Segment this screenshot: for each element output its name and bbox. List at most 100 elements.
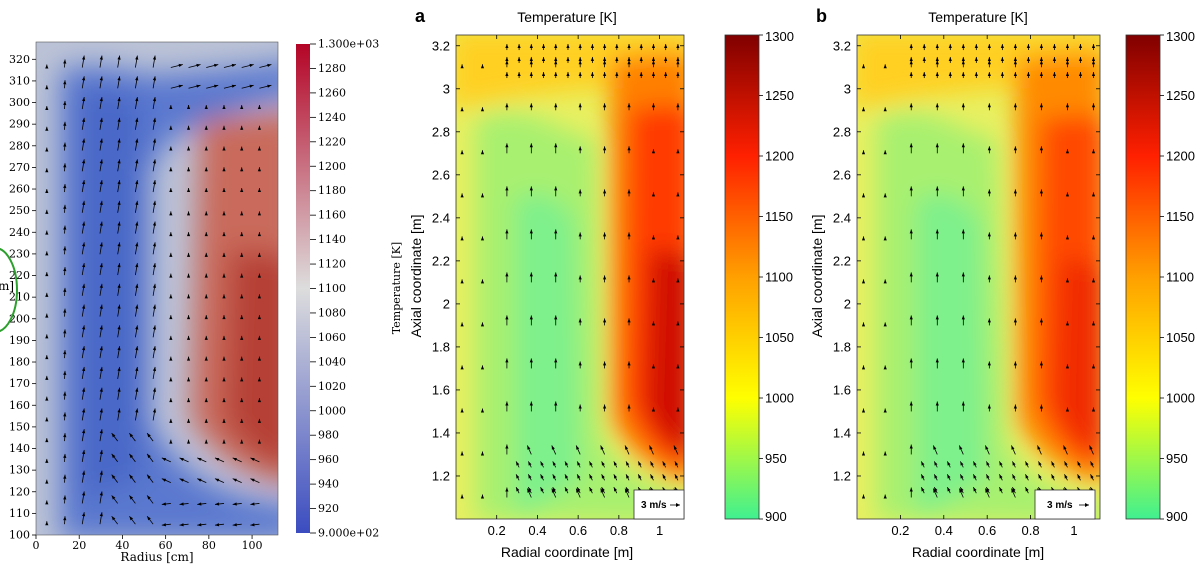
velocity-arrow: [45, 85, 49, 90]
velocity-arrow: [117, 117, 121, 130]
left-colorbar-tick-label: 1200: [318, 160, 346, 173]
velocity-arrow: [81, 76, 86, 89]
velocity-arrow: [223, 63, 237, 68]
velocity-arrow: [984, 445, 990, 455]
left-colorbar-tick-label: 1000: [318, 404, 346, 417]
velocity-arrow: [240, 398, 244, 403]
velocity-arrow: [589, 461, 593, 468]
velocity-arrow: [63, 101, 67, 110]
velocity-arrow: [861, 236, 866, 241]
velocity-arrow: [169, 315, 173, 320]
velocity-arrow: [129, 515, 136, 525]
velocity-arrow: [63, 121, 67, 130]
velocity-arrow: [578, 361, 582, 369]
velocity-arrow: [1091, 235, 1096, 240]
velocity-arrow: [45, 106, 49, 111]
velocity-arrow: [45, 500, 49, 505]
velocity-arrow: [961, 401, 965, 412]
velocity-arrow: [935, 358, 939, 369]
velocity-arrow: [169, 105, 173, 110]
velocity-arrow: [664, 72, 668, 79]
velocity-arrow: [63, 163, 67, 172]
velocity-arrow: [117, 96, 121, 110]
velocity-arrow: [81, 304, 86, 317]
velocity-arrow: [257, 167, 262, 172]
velocity-arrow: [117, 346, 121, 359]
velocity-arrow: [578, 103, 582, 111]
velocity-arrow: [214, 523, 225, 527]
velocity-arrow: [99, 366, 103, 379]
velocity-arrow: [480, 64, 485, 69]
velocity-arrow: [152, 408, 157, 421]
velocity-arrow: [134, 366, 139, 379]
velocity-arrow: [117, 263, 121, 276]
velocity-arrow: [958, 445, 964, 455]
velocity-arrow: [603, 44, 607, 51]
velocity-arrow: [517, 56, 521, 63]
velocity-arrow: [987, 232, 991, 240]
a-colorbar-tick-label: 1250: [765, 88, 794, 103]
velocity-arrow: [627, 146, 631, 154]
velocity-arrow: [985, 461, 990, 468]
velocity-arrow: [909, 272, 913, 283]
velocity-arrow: [240, 252, 244, 257]
b-ylabel: Axial coordinate [m]: [809, 215, 825, 338]
velocity-arrow: [883, 150, 887, 155]
velocity-arrow: [505, 315, 509, 326]
b-y-tick-label: 2.2: [833, 253, 851, 268]
velocity-arrow: [129, 474, 136, 483]
velocity-arrow: [985, 487, 990, 494]
left-y-tick-label: 140: [9, 442, 30, 455]
velocity-arrow: [81, 366, 86, 379]
velocity-arrow: [197, 478, 207, 484]
velocity-arrow: [222, 105, 226, 110]
velocity-arrow: [186, 232, 191, 237]
b-y-tick-label: 1.6: [833, 382, 851, 397]
velocity-arrow: [603, 275, 607, 283]
b-y-tick-label: 2: [844, 296, 851, 311]
velocity-arrow: [460, 365, 464, 370]
velocity-arrow: [529, 358, 533, 369]
velocity-arrow: [146, 474, 154, 483]
velocity-arrow: [204, 146, 208, 151]
velocity-arrow: [45, 272, 49, 277]
b-y-tick-label: 2.4: [833, 210, 851, 225]
velocity-arrow: [81, 96, 86, 110]
velocity-arrow: [883, 279, 887, 284]
velocity-arrow: [933, 474, 938, 481]
velocity-arrow: [81, 449, 86, 462]
velocity-arrow: [883, 451, 887, 456]
velocity-arrow: [1037, 445, 1042, 455]
velocity-arrow: [662, 461, 667, 468]
velocity-arrow: [615, 56, 619, 63]
a-colorbar-tick-label: 1150: [765, 209, 793, 224]
velocity-arrow: [1065, 192, 1070, 197]
b-x-tick-label: 0.6: [978, 523, 996, 538]
velocity-arrow: [152, 346, 157, 359]
left-colorbar-tick-label: 1020: [318, 380, 346, 393]
velocity-arrow: [232, 478, 242, 484]
velocity-arrow: [566, 56, 570, 63]
velocity-arrow: [259, 84, 272, 89]
velocity-arrow: [883, 408, 887, 413]
left-y-tick-label: 120: [9, 485, 30, 498]
velocity-arrow: [460, 64, 464, 69]
velocity-arrow: [861, 494, 866, 499]
b-axes: 0.2 0.4 0.6 0.8 1 1.2 1.4 1.6 1.8 2 2.2 2.4 2.6 2.8 3 3…: [833, 35, 1100, 538]
velocity-arrow: [81, 346, 86, 359]
velocity-arrow: [222, 232, 226, 237]
velocity-arrow: [664, 56, 668, 63]
velocity-arrow: [45, 292, 49, 297]
velocity-arrow: [169, 188, 173, 193]
velocity-arrow: [935, 229, 939, 240]
left-x-tick-label: 60: [159, 539, 173, 552]
velocity-arrow: [578, 56, 582, 63]
velocity-arrow: [99, 470, 103, 483]
velocity-arrow: [987, 189, 991, 197]
velocity-arrow: [651, 407, 656, 412]
velocity-arrow: [240, 315, 244, 320]
velocity-arrow: [861, 150, 866, 155]
velocity-arrow: [576, 474, 581, 481]
velocity-arrow: [179, 502, 189, 506]
velocity-arrow: [170, 84, 183, 89]
